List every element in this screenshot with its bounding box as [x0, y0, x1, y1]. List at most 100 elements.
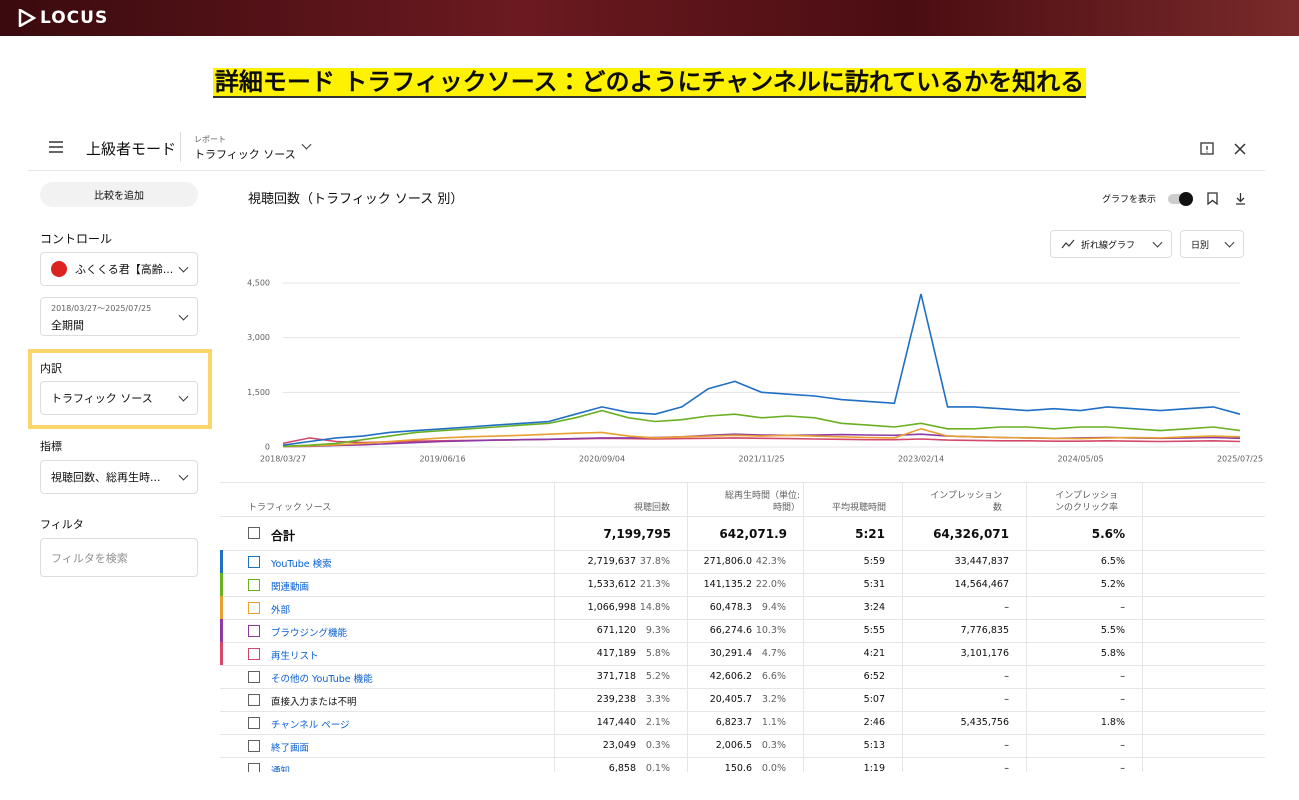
- row-divider: [220, 757, 1265, 758]
- row-name[interactable]: 通知: [271, 766, 291, 772]
- chevron: [178, 262, 189, 273]
- row-name[interactable]: その他の YouTube 機能: [271, 674, 373, 685]
- row-cell: 1,066,998: [587, 602, 636, 613]
- banner-title: 詳細モード トラフィックソース：どのようにチャンネルに訪れているかを知れる: [212, 68, 1087, 98]
- checkbox[interactable]: [248, 579, 260, 591]
- checkbox[interactable]: [248, 763, 260, 772]
- filter-input[interactable]: フィルタを検索: [40, 538, 198, 577]
- row-cell: 5,435,756: [960, 717, 1009, 728]
- row-name[interactable]: 外部: [271, 605, 291, 616]
- total-cell: 642,071.9: [719, 527, 787, 541]
- row-cell: 3.3%: [645, 694, 670, 705]
- row-name[interactable]: 関連動画: [271, 582, 310, 593]
- row-name[interactable]: 終了画面: [271, 743, 310, 754]
- download-icon[interactable]: [1235, 192, 1246, 205]
- row-cell: 42,606.2: [709, 671, 752, 682]
- checkbox[interactable]: [248, 717, 260, 729]
- row-color: [220, 642, 223, 665]
- row-cell: 147,440: [596, 717, 636, 728]
- close-icon[interactable]: [1234, 143, 1246, 155]
- row-cell: 5:59: [863, 556, 885, 567]
- metric-select[interactable]: 視聴回数、総再生時...: [40, 460, 198, 494]
- feedback-icon[interactable]: [1200, 142, 1214, 156]
- report-label: レポート: [194, 135, 226, 144]
- row-cell: –: [1004, 694, 1009, 705]
- highlight-box: [28, 349, 212, 429]
- chevron: [301, 139, 312, 150]
- row-cell: 21.3%: [639, 579, 670, 590]
- row-name[interactable]: ブラウジング機能: [271, 628, 348, 639]
- granularity-select[interactable]: 日別: [1180, 230, 1244, 258]
- checkbox[interactable]: [248, 671, 260, 683]
- column-divider: [554, 482, 555, 772]
- column-divider: [1142, 482, 1143, 772]
- row-cell: 6.5%: [1100, 556, 1125, 567]
- row-cell: –: [1004, 740, 1009, 751]
- column-header: ンのクリック率: [1054, 503, 1118, 513]
- report-name[interactable]: トラフィック ソース: [194, 148, 296, 161]
- data-table: トラフィック ソース 視聴回数 総再生時間（単位: 時間） 平均視聴時間 インプレッション…: [220, 482, 1265, 772]
- row-name[interactable]: 直接入力または不明: [271, 697, 357, 708]
- compare-button[interactable]: 比較を追加: [40, 182, 198, 207]
- row-cell: 6,858: [608, 763, 636, 772]
- row-color: [220, 619, 223, 642]
- row-cell: 14,564,467: [954, 579, 1009, 590]
- series-line: [282, 409, 1241, 448]
- breakdown-select[interactable]: トラフィック ソース: [40, 381, 198, 415]
- top-bar: [0, 0, 1299, 36]
- row-cell: 5.8%: [1100, 648, 1125, 659]
- row-divider: [220, 711, 1265, 712]
- row-name[interactable]: チャンネル ページ: [271, 720, 350, 731]
- row-cell: –: [1120, 740, 1125, 751]
- chart: 0 1,500 3,000 4,500 2018/03/27 2019/06/16 2020…: [247, 279, 1263, 464]
- report-dropdown[interactable]: [300, 139, 312, 152]
- checkbox[interactable]: [248, 740, 260, 752]
- bookmark-icon[interactable]: [1207, 192, 1218, 205]
- row-cell: 9.4%: [761, 602, 786, 613]
- row-cell: 22.0%: [755, 579, 786, 590]
- row-cell: 14.8%: [639, 602, 670, 613]
- toggle-knob: [1179, 192, 1193, 206]
- row-cell: 671,120: [596, 625, 636, 636]
- row-name[interactable]: YouTube 検索: [271, 559, 332, 570]
- x-tick-label: 2020/09/04: [579, 455, 625, 464]
- column-divider: [902, 482, 903, 772]
- column-divider: [1026, 482, 1027, 772]
- checkbox[interactable]: [248, 648, 260, 660]
- row-cell: 5.8%: [645, 648, 670, 659]
- checkbox[interactable]: [248, 694, 260, 706]
- row-name[interactable]: 再生リスト: [271, 651, 319, 662]
- column-header: 数: [992, 503, 1002, 513]
- row-cell: 66,274.6: [709, 625, 752, 636]
- checkbox[interactable]: [248, 556, 260, 568]
- chart-kind-select[interactable]: 折れ線グラフ: [1050, 230, 1172, 258]
- row-cell: –: [1004, 671, 1009, 682]
- period: 全期間: [51, 319, 84, 332]
- channel-select[interactable]: ふくくる君【高齢...: [40, 252, 198, 286]
- show-graph-toggle[interactable]: [1168, 192, 1193, 206]
- row-cell: 30,291.4: [709, 648, 752, 659]
- row-cell: 417,189: [596, 648, 636, 659]
- chevron: [1152, 237, 1163, 248]
- row-cell: 3,101,176: [960, 648, 1009, 659]
- row-cell: 271,806.0: [703, 556, 752, 567]
- row-cell: 3.2%: [761, 694, 786, 705]
- total-cell: 5.6%: [1091, 527, 1125, 541]
- row-cell: 20,405.7: [709, 694, 752, 705]
- series-line: [282, 293, 1241, 446]
- checkbox[interactable]: [248, 625, 260, 637]
- granularity: 日別: [1191, 240, 1210, 251]
- row-cell: 23,049: [602, 740, 636, 751]
- row-cell: 0.3%: [645, 740, 670, 751]
- column-divider: [803, 482, 804, 772]
- header-divider: [220, 516, 1265, 517]
- row-color: [220, 550, 223, 573]
- checkbox[interactable]: [248, 602, 260, 614]
- row-cell: 9.3%: [645, 625, 670, 636]
- row-cell: –: [1120, 694, 1125, 705]
- checkbox[interactable]: [248, 527, 260, 539]
- menu-icon[interactable]: [49, 141, 63, 153]
- date-select[interactable]: 2018/03/27〜2025/07/25 全期間: [40, 297, 198, 336]
